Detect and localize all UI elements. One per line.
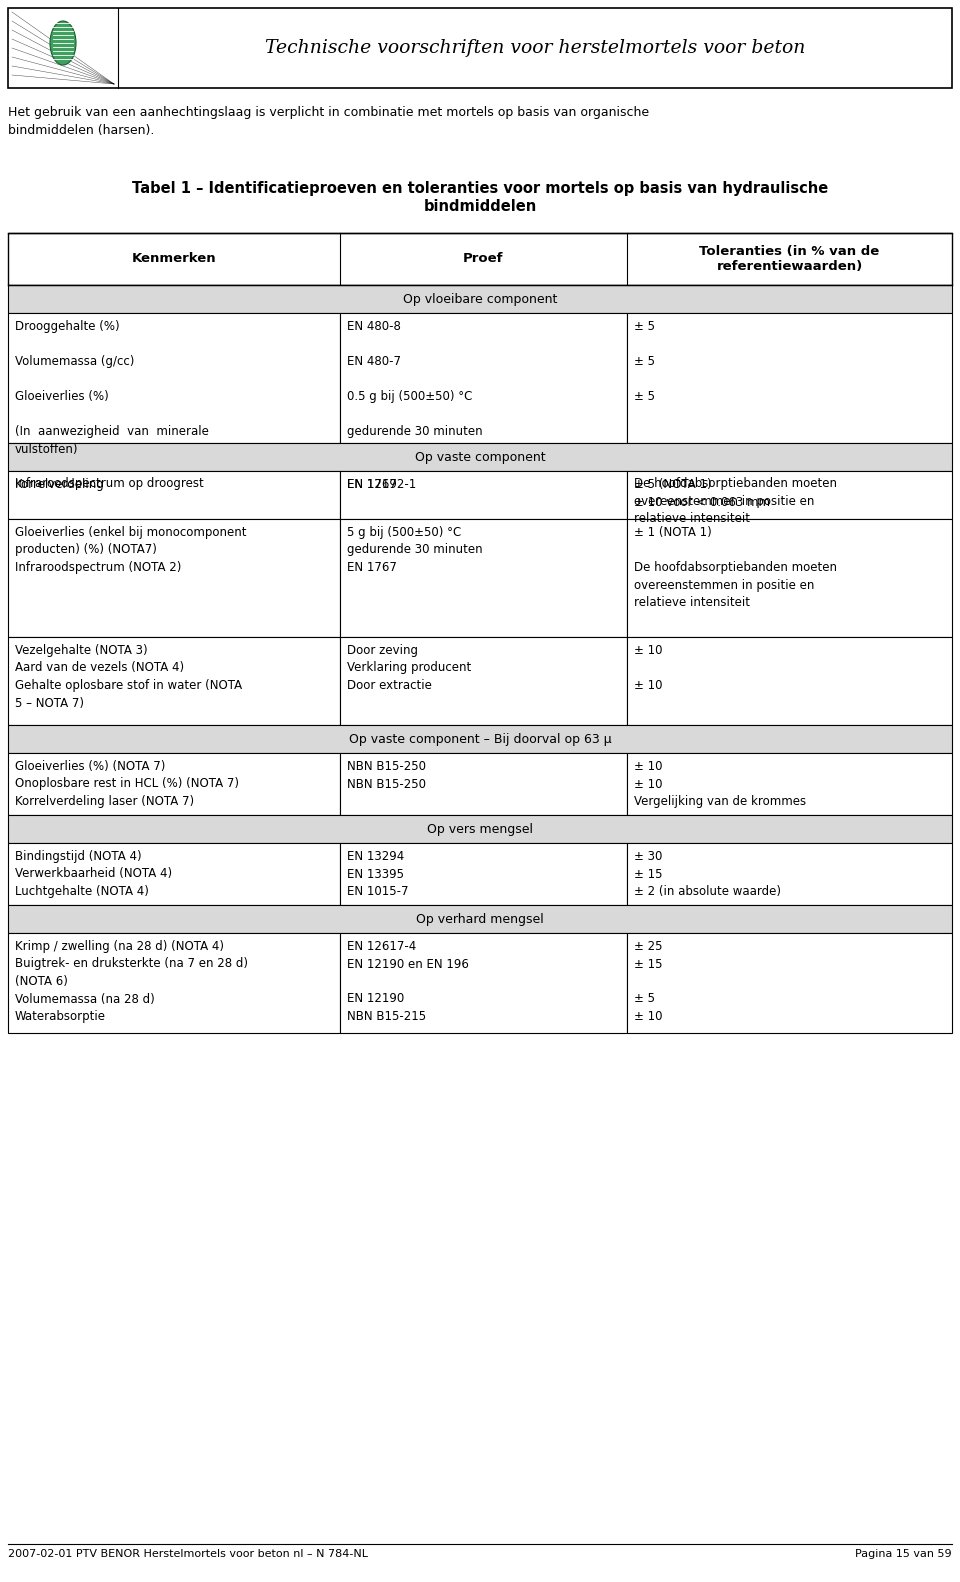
Text: ± 1 (NOTA 1)

De hoofdabsorptiebanden moeten
overeenstemmen in positie en
relati: ± 1 (NOTA 1) De hoofdabsorptiebanden moe… <box>634 525 837 609</box>
Text: Korrelverdeling: Korrelverdeling <box>15 478 105 490</box>
Bar <box>627 638 952 725</box>
Text: Kenmerken: Kenmerken <box>132 253 216 266</box>
Bar <box>8 753 340 815</box>
Bar <box>627 313 952 443</box>
Bar <box>627 753 952 815</box>
Bar <box>8 843 340 905</box>
Text: Op vaste component: Op vaste component <box>415 451 545 464</box>
Bar <box>340 933 627 1033</box>
Text: Proef: Proef <box>464 253 504 266</box>
Bar <box>340 843 627 905</box>
Bar <box>8 313 340 443</box>
Text: Technische voorschriften voor herstelmortels voor beton: Technische voorschriften voor herstelmor… <box>265 40 805 57</box>
Bar <box>340 753 627 815</box>
Text: EN 12617-4
EN 12190 en EN 196

EN 12190
NBN B15-215: EN 12617-4 EN 12190 en EN 196 EN 12190 N… <box>347 940 468 1024</box>
Bar <box>340 471 627 519</box>
Bar <box>8 233 952 285</box>
Text: Drooggehalte (%)

Volumemassa (g/cc)

Gloeiverlies (%)

(In  aanwezigheid  van  : Drooggehalte (%) Volumemassa (g/cc) Gloe… <box>15 320 209 490</box>
Text: Op vaste component – Bij doorval op 63 μ: Op vaste component – Bij doorval op 63 μ <box>348 732 612 745</box>
Text: Gloeiverlies (%) (NOTA 7)
Onoplosbare rest in HCL (%) (NOTA 7)
Korrelverdeling l: Gloeiverlies (%) (NOTA 7) Onoplosbare re… <box>15 759 239 808</box>
Bar <box>8 725 952 753</box>
Bar <box>8 8 952 89</box>
Text: EN 12192-1: EN 12192-1 <box>347 478 417 490</box>
Text: Bindingstijd (NOTA 4)
Verwerkbaarheid (NOTA 4)
Luchtgehalte (NOTA 4): Bindingstijd (NOTA 4) Verwerkbaarheid (N… <box>15 850 172 899</box>
Bar <box>8 933 340 1033</box>
Text: 5 g bij (500±50) °C
gedurende 30 minuten
EN 1767: 5 g bij (500±50) °C gedurende 30 minuten… <box>347 525 483 574</box>
Text: Vezelgehalte (NOTA 3)
Aard van de vezels (NOTA 4)
Gehalte oplosbare stof in wate: Vezelgehalte (NOTA 3) Aard van de vezels… <box>15 644 242 709</box>
Ellipse shape <box>50 21 76 65</box>
Text: EN 480-8

EN 480-7

0.5 g bij (500±50) °C

gedurende 30 minuten


EN 1767: EN 480-8 EN 480-7 0.5 g bij (500±50) °C … <box>347 320 483 490</box>
Text: ± 10
± 10
Vergelijking van de krommes: ± 10 ± 10 Vergelijking van de krommes <box>634 759 806 808</box>
Text: Op verhard mengsel: Op verhard mengsel <box>416 913 544 925</box>
Text: Op vers mengsel: Op vers mengsel <box>427 823 533 835</box>
Bar <box>627 843 952 905</box>
Text: Gloeiverlies (enkel bij monocomponent
producten) (%) (NOTA7)
Infraroodspectrum (: Gloeiverlies (enkel bij monocomponent pr… <box>15 525 247 574</box>
Text: ± 5

± 5

± 5




De hoofdabsorptiebanden moeten
overeenstemmen in positie en
re: ± 5 ± 5 ± 5 De hoofdabsorptiebanden moet… <box>634 320 837 525</box>
Bar <box>340 313 627 443</box>
Text: Op vloeibare component: Op vloeibare component <box>403 293 557 305</box>
Bar <box>8 471 340 519</box>
Text: 2007-02-01 PTV BENOR Herstelmortels voor beton nl – N 784-NL: 2007-02-01 PTV BENOR Herstelmortels voor… <box>8 1549 368 1558</box>
Bar <box>8 285 952 313</box>
Bar <box>627 471 952 519</box>
Text: ± 10

± 10: ± 10 ± 10 <box>634 644 662 691</box>
Text: EN 13294
EN 13395
EN 1015-7: EN 13294 EN 13395 EN 1015-7 <box>347 850 409 899</box>
Text: NBN B15-250
NBN B15-250: NBN B15-250 NBN B15-250 <box>347 759 426 808</box>
Text: Toleranties (in % van de
referentiewaarden): Toleranties (in % van de referentiewaard… <box>700 245 879 274</box>
Bar <box>8 519 340 638</box>
Bar <box>8 638 340 725</box>
Bar <box>627 933 952 1033</box>
Text: bindmiddelen: bindmiddelen <box>423 199 537 214</box>
Bar <box>8 905 952 933</box>
Bar <box>8 815 952 843</box>
Text: Het gebruik van een aanhechtingslaag is verplicht in combinatie met mortels op b: Het gebruik van een aanhechtingslaag is … <box>8 106 649 138</box>
Text: ± 25
± 15

± 5
± 10: ± 25 ± 15 ± 5 ± 10 <box>634 940 662 1024</box>
Bar <box>340 519 627 638</box>
Text: Door zeving
Verklaring producent
Door extractie: Door zeving Verklaring producent Door ex… <box>347 644 471 691</box>
Bar <box>627 519 952 638</box>
Text: ± 30
± 15
± 2 (in absolute waarde): ± 30 ± 15 ± 2 (in absolute waarde) <box>634 850 781 899</box>
Text: Krimp / zwelling (na 28 d) (NOTA 4)
Buigtrek- en druksterkte (na 7 en 28 d)
(NOT: Krimp / zwelling (na 28 d) (NOTA 4) Buig… <box>15 940 248 1024</box>
Bar <box>8 443 952 471</box>
Bar <box>340 638 627 725</box>
Text: Tabel 1 – Identificatieproeven en toleranties voor mortels op basis van hydrauli: Tabel 1 – Identificatieproeven en tolera… <box>132 180 828 196</box>
Text: Pagina 15 van 59: Pagina 15 van 59 <box>855 1549 952 1558</box>
Text: ± 5 (NOTA 1)
± 10 voor < 0.063 mm: ± 5 (NOTA 1) ± 10 voor < 0.063 mm <box>634 478 770 508</box>
